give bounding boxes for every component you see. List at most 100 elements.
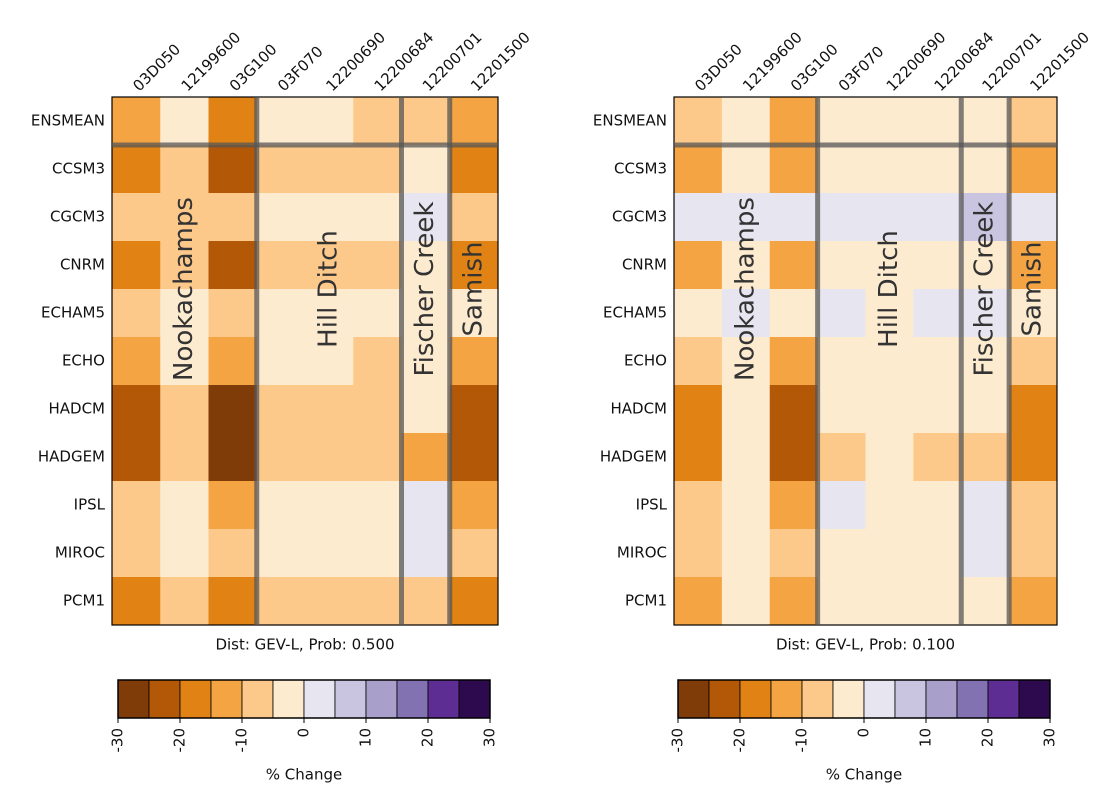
colorbar-bin [987,679,1020,719]
colorbar-tick-label: 10 [357,728,375,747]
colorbar-bin [272,679,305,719]
heatmap-cell [305,193,354,242]
heatmap-cell [208,433,258,482]
heatmap-cell [913,289,962,338]
heatmap-cell [305,337,354,386]
heatmap-cell [401,145,451,194]
heatmap-cell [721,337,771,386]
heatmap-cell [817,481,866,530]
y-tick-label: ECHAM5 [603,304,667,322]
heatmap-cell [865,529,914,578]
heatmap-cell [817,337,866,386]
heatmap-cell [913,97,962,146]
heatmap-cell [817,145,866,194]
y-tick-label: IPSL [74,496,106,514]
heatmap-cell [865,193,914,242]
heatmap-cell [449,529,499,578]
group-label: Samish [458,241,488,336]
group-label: Fischer Creek [410,202,440,377]
heatmap-cell [208,241,258,290]
heatmap-cell [769,385,819,434]
heatmap-cell [160,529,209,578]
heatmap-cell [674,289,723,338]
colorbar-tick-label: -20 [731,728,749,753]
heatmap-cell [160,145,209,194]
colorbar-tick-label: 10 [917,728,935,747]
heatmap-cell [353,145,402,194]
heatmap-cell [674,385,723,434]
y-tick-label: HADCM [48,400,105,418]
heatmap-cell [256,193,306,242]
heatmap-cell [674,193,723,242]
heatmap-cell [1009,145,1058,194]
heatmap-cell [721,481,771,530]
heatmap-cell [721,529,771,578]
heatmap-cell [353,385,402,434]
heatmap-cell [353,97,402,146]
heatmap-cell [449,481,499,530]
chart-subtitle: Dist: GEV-L, Prob: 0.500 [215,636,394,654]
heatmap-cell [769,481,819,530]
y-tick-label: MIROC [617,544,667,562]
heatmap-cell [769,433,819,482]
heatmap-cell [449,337,499,386]
colorbar-bin [956,679,989,719]
heatmap-cell [353,529,402,578]
colorbar-bin [148,679,181,719]
heatmap-cell [865,337,914,386]
heatmap-cell [961,481,1010,530]
colorbar-tick-label: -30 [109,728,127,753]
heatmap-cell [449,433,499,482]
heatmap-cell [865,385,914,434]
colorbar-bin [894,679,927,719]
heatmap-cell [961,433,1010,482]
heatmap-cell [865,97,914,146]
heatmap-cell [208,385,258,434]
heatmap-cell [256,577,306,626]
heatmap-cell [817,193,866,242]
colorbar-bin [1018,679,1051,719]
group-label: Samish [1018,241,1048,336]
heatmap-cell [913,385,962,434]
heatmap-cell [256,529,306,578]
heatmap-cell [401,193,451,242]
heatmap-cell [112,289,161,338]
heatmap-cell [961,97,1010,146]
heatmap-cell [305,481,354,530]
heatmap-cell [449,97,499,146]
heatmap-cell [353,193,402,242]
heatmap-cell [401,577,451,626]
y-tick-label: CGCM3 [612,208,667,226]
heatmap-cell [112,145,161,194]
heatmap-cell [721,433,771,482]
heatmap-cell [305,97,354,146]
heatmap-cell [817,433,866,482]
heatmap-cell [160,97,209,146]
heatmap-cell [208,97,258,146]
y-tick-label: ECHO [624,352,667,370]
colorbar-bin [801,679,834,719]
colorbar-bin [303,679,336,719]
colorbar-bin [677,679,710,719]
heatmap-cell [401,289,451,338]
heatmap-cell [817,577,866,626]
heatmap-cell [208,481,258,530]
colorbar-bin [708,679,741,719]
heatmap-cell [401,241,451,290]
heatmap-cell [674,337,723,386]
colorbar-bin [334,679,367,719]
heatmap-cell [721,241,771,290]
heatmap-cell [721,385,771,434]
colorbar-bin [396,679,429,719]
chart-subtitle: Dist: GEV-L, Prob: 0.100 [776,636,955,654]
colorbar-bin [365,679,398,719]
heatmap-cell [305,241,354,290]
colorbar-bin [770,679,803,719]
heatmap-cell [160,241,209,290]
colorbar-bin [210,679,243,719]
heatmap-cell [913,145,962,194]
colorbar-tick-label: -10 [233,728,251,753]
heatmap-cell [208,289,258,338]
heatmap-cell [817,241,866,290]
heatmap-cell [961,529,1010,578]
